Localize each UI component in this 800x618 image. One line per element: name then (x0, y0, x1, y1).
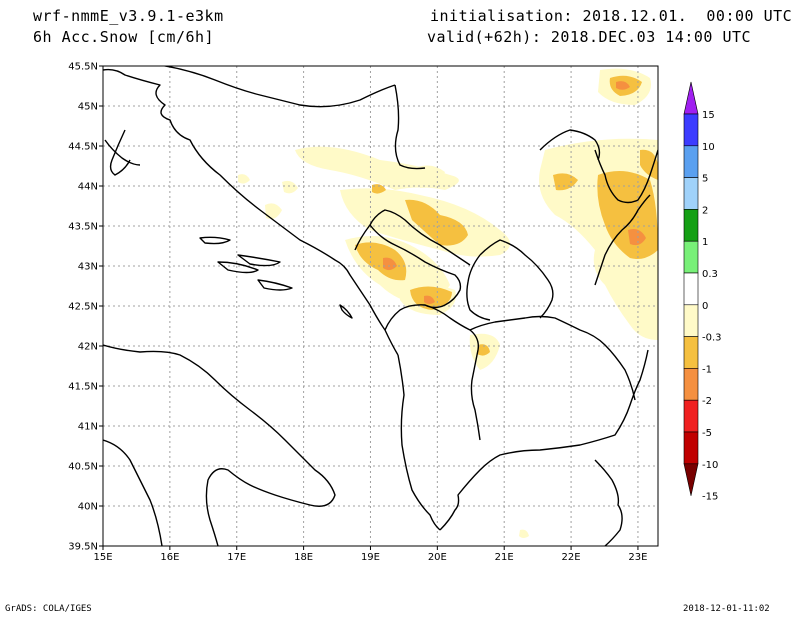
grads-credit: GrADS: COLA/IGES (5, 604, 92, 614)
lon-label: 21E (495, 552, 514, 563)
colorbar-swatch (683, 177, 699, 210)
lat-label: 42N (78, 342, 98, 353)
init-time: initialisation: 2018.12.01. 00:00 UTC (430, 7, 793, 25)
lat-label: 44.5N (68, 142, 98, 153)
lat-label: 39.5N (68, 542, 98, 553)
colorbar-label: 10 (702, 142, 715, 153)
lat-label: 43N (78, 262, 98, 273)
lon-label: 19E (361, 552, 380, 563)
colorbar-label: -10 (702, 460, 718, 471)
colorbar-label: 0.3 (702, 269, 718, 280)
colorbar-label: 1 (702, 237, 708, 248)
lon-label: 22E (562, 552, 581, 563)
colorbar-swatch (683, 145, 699, 178)
field-title: 6h Acc.Snow [cm/6h] (33, 28, 215, 46)
colorbar-swatch (683, 209, 699, 242)
lat-label: 43.5N (68, 222, 98, 233)
colorbar: 15 10 5 2 1 0.3 0 -0.3 -1 -2 -5 -10 -15 (683, 81, 722, 503)
lon-label: 17E (227, 552, 246, 563)
colorbar-arrow-up (683, 81, 699, 115)
colorbar-swatch (683, 431, 699, 465)
longitude-axis: 15E 16E 17E 18E 19E 20E 21E 22E 23E (93, 546, 647, 563)
colorbar-label: -1 (702, 364, 712, 375)
lat-label: 40N (78, 502, 98, 513)
colorbar-label: 5 (702, 174, 708, 185)
lat-label: 41N (78, 422, 98, 433)
lat-label: 40.5N (68, 462, 98, 473)
colorbar-label: 0 (702, 301, 708, 312)
colorbar-swatch (683, 240, 699, 274)
model-title: wrf-nmmE_v3.9.1-e3km (33, 7, 224, 25)
valid-time: valid(+62h): 2018.DEC.03 14:00 UTC (427, 28, 752, 46)
colorbar-swatch (683, 368, 699, 401)
colorbar-label: -15 (702, 492, 718, 503)
lon-label: 20E (428, 552, 447, 563)
plot-timestamp: 2018-12-01-11:02 (683, 604, 770, 614)
colorbar-label: -2 (702, 396, 712, 407)
graticule (103, 66, 658, 546)
lat-label: 42.5N (68, 302, 98, 313)
latitude-axis: 45.5N 45N 44.5N 44N 43.5N 43N 42.5N 42N 41.5N 41N… (68, 62, 103, 553)
snow-fill-layer (238, 68, 658, 538)
map-coastline (103, 66, 658, 546)
colorbar-swatch (683, 272, 699, 306)
lat-label: 44N (78, 182, 98, 193)
colorbar-label: 15 (702, 110, 715, 121)
colorbar-swatch (683, 336, 699, 369)
lon-label: 23E (628, 552, 647, 563)
lat-label: 45N (78, 102, 98, 113)
colorbar-label: 2 (702, 205, 708, 216)
lon-label: 16E (160, 552, 179, 563)
lon-label: 18E (294, 552, 313, 563)
colorbar-label: -0.3 (702, 333, 722, 344)
lon-label: 15E (93, 552, 112, 563)
colorbar-label: -5 (702, 428, 712, 439)
colorbar-arrow-down (683, 463, 699, 496)
lat-label: 45.5N (68, 62, 98, 73)
colorbar-swatch (683, 113, 699, 147)
lat-label: 41.5N (68, 382, 98, 393)
colorbar-swatch (683, 304, 699, 337)
colorbar-swatch (683, 399, 699, 433)
